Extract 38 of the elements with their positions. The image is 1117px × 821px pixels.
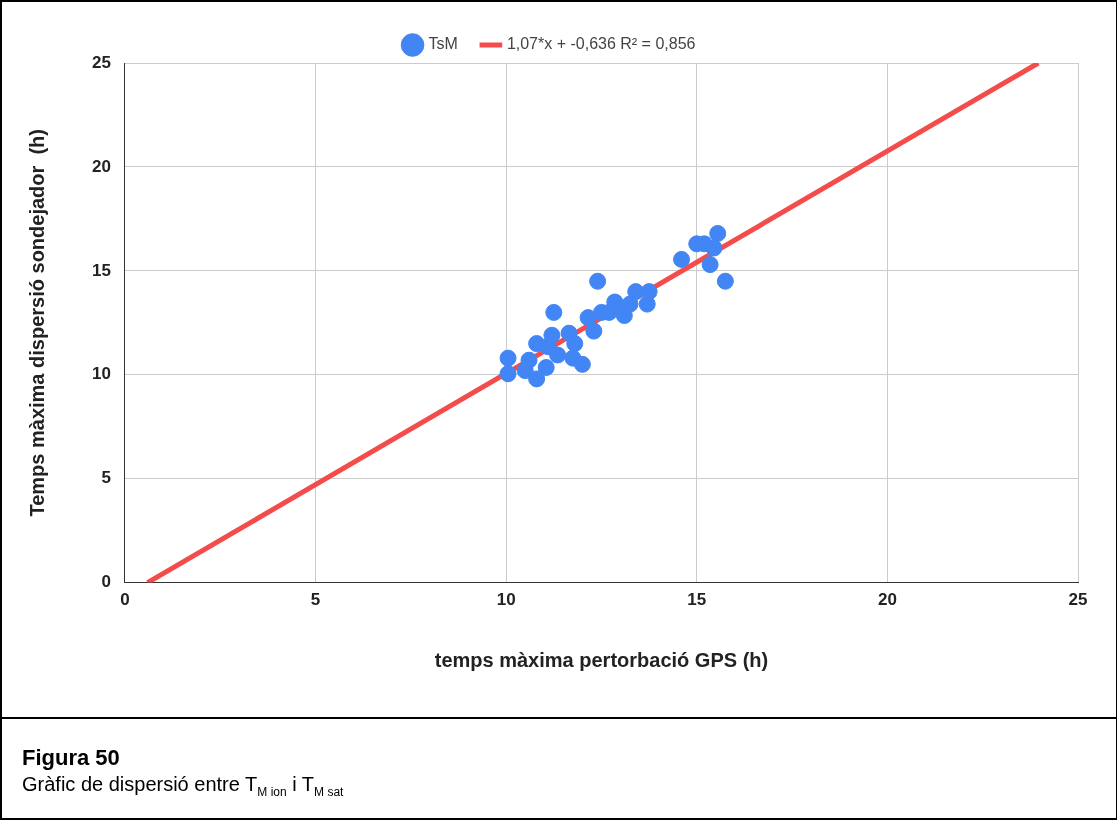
point [709, 224, 727, 242]
x-axis-title: temps màxima pertorbació GPS (h) [434, 648, 769, 671]
x-tick-label: 5 [310, 590, 321, 610]
x-tick-label: 0 [120, 590, 130, 610]
point [537, 358, 555, 376]
point [589, 272, 607, 290]
text: Gràfic de dispersió entre T$_{M ion}$ i T$_{M sat}$ [22, 773, 344, 799]
y-tick-label: 25 [91, 52, 111, 72]
point [545, 303, 563, 321]
point [528, 370, 546, 388]
point [499, 365, 517, 383]
text: Figura 50 [22, 745, 120, 771]
point [520, 351, 538, 369]
point [585, 322, 603, 340]
point [573, 355, 591, 373]
point [705, 239, 723, 257]
y-axis-title: Temps màxima dispersió sondejador (h) [25, 129, 48, 517]
point [621, 295, 639, 313]
point [549, 346, 567, 364]
point [543, 326, 561, 344]
point [673, 250, 691, 268]
x-tick-label: 20 [877, 590, 897, 610]
point [716, 272, 734, 290]
y-tick-label: 10 [91, 364, 111, 384]
y-tick-label: 20 [91, 156, 111, 176]
y-tick-label: 15 [91, 260, 111, 280]
point [499, 349, 517, 367]
point [606, 293, 624, 311]
point [701, 256, 719, 274]
y-tick-label: 0 [101, 572, 111, 592]
point [566, 335, 584, 353]
x-tick-label: 25 [1068, 590, 1088, 610]
legend-label: 1,07*x + -0,636 R² = 0,856 [506, 35, 696, 53]
legend-label: TsM [428, 35, 458, 53]
y-tick-label: 5 [101, 468, 111, 488]
x-tick-label: 15 [687, 590, 707, 610]
point [640, 283, 658, 301]
x-tick-label: 10 [496, 590, 516, 610]
